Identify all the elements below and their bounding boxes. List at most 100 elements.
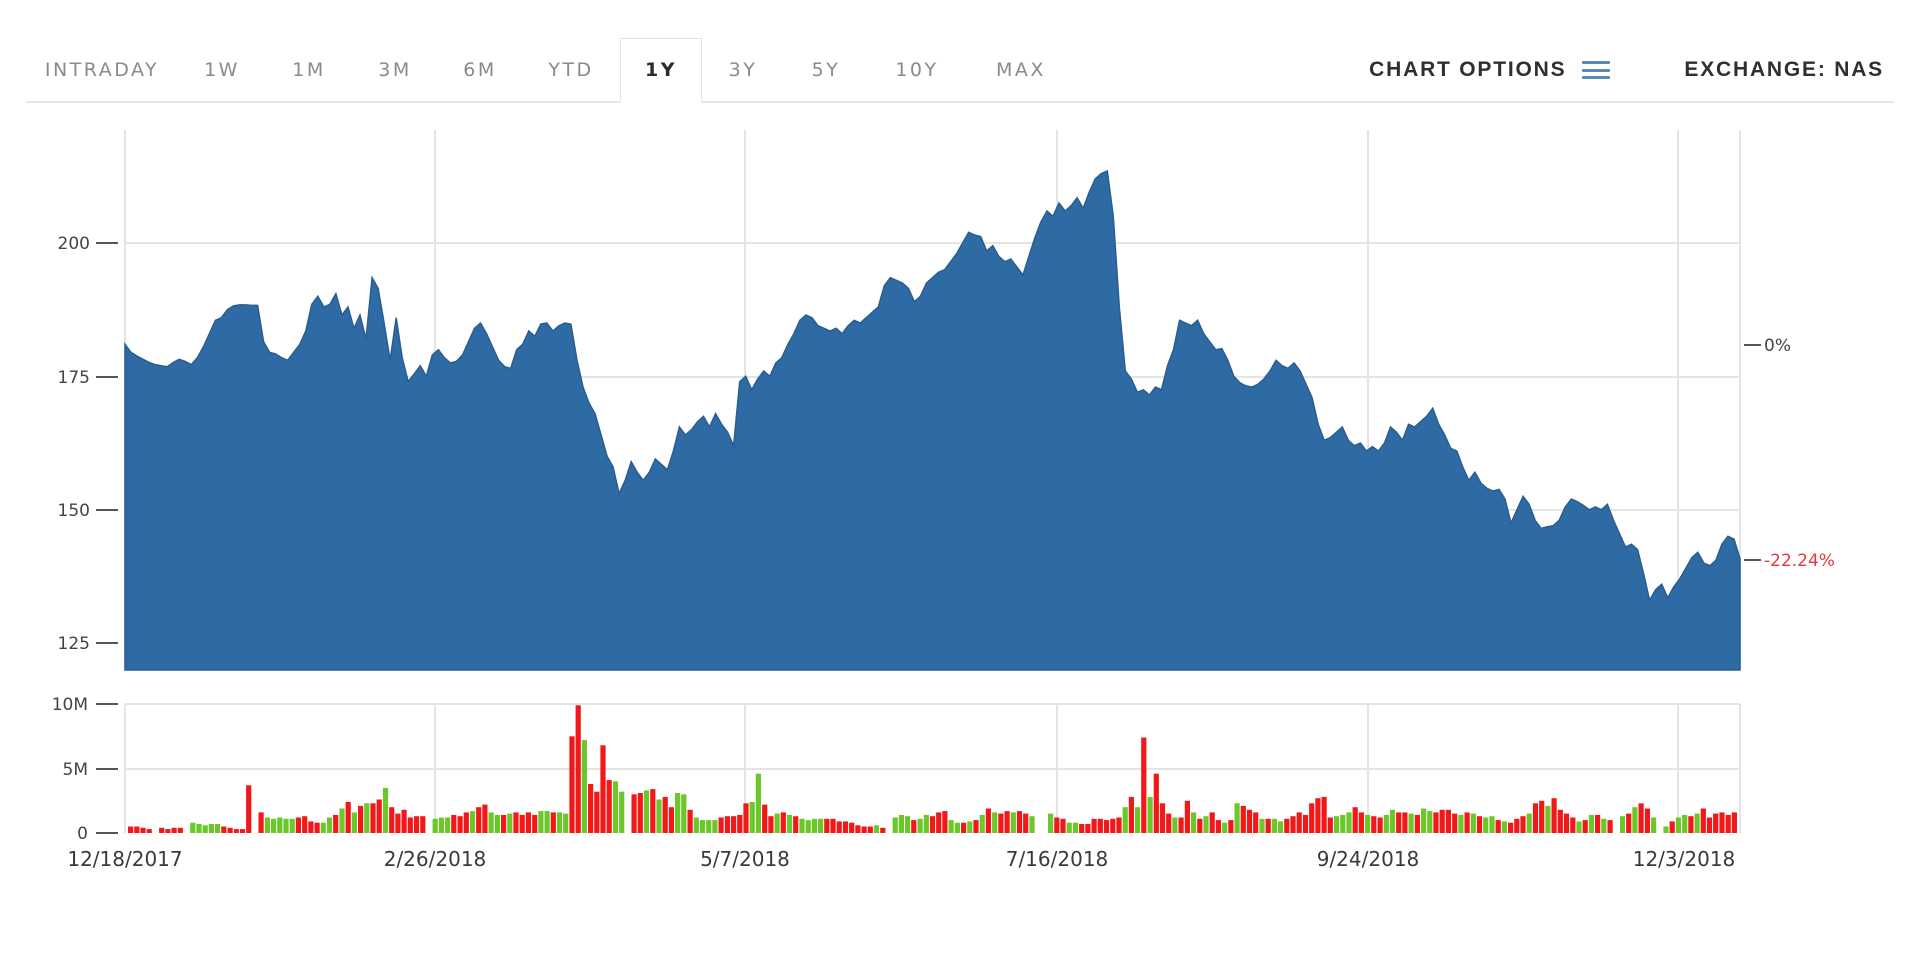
volume-bar bbox=[1669, 821, 1675, 833]
volume-bar bbox=[861, 826, 867, 833]
volume-bar bbox=[239, 829, 246, 833]
tab-6m[interactable]: 6M bbox=[463, 59, 497, 81]
range-toolbar: INTRADAY 1W 1M 3M 6M YTD 1Y 3Y 5Y 10Y MA… bbox=[26, 38, 1894, 103]
volume-bar bbox=[1371, 816, 1377, 833]
volume-bar bbox=[743, 803, 749, 833]
volume-bar bbox=[1159, 803, 1166, 833]
volume-bar bbox=[979, 814, 985, 833]
tab-3y[interactable]: 3Y bbox=[728, 59, 758, 81]
volume-bar bbox=[1725, 814, 1731, 833]
volume-bar bbox=[1365, 814, 1371, 833]
volume-bar bbox=[140, 827, 146, 833]
volume-bar bbox=[1557, 809, 1563, 833]
volume-bar bbox=[699, 820, 706, 833]
volume-bar bbox=[1135, 807, 1141, 833]
volume-bar bbox=[799, 818, 805, 833]
volume-bar bbox=[358, 805, 364, 833]
volume-bar bbox=[413, 816, 420, 833]
volume-bar bbox=[382, 787, 389, 833]
tab-1m[interactable]: 1M bbox=[292, 59, 326, 81]
volume-bar bbox=[1072, 822, 1079, 833]
tab-5y[interactable]: 5Y bbox=[811, 59, 841, 81]
chart-options-button[interactable]: CHART OPTIONS bbox=[1369, 58, 1611, 82]
volume-bar bbox=[550, 812, 556, 833]
volume-bar bbox=[513, 812, 519, 833]
volume-bar bbox=[1153, 773, 1159, 833]
volume-bar bbox=[650, 789, 656, 833]
volume-bar bbox=[985, 808, 991, 833]
volume-y-axis: 10M 5M 0 bbox=[52, 695, 118, 844]
price-area[interactable] bbox=[124, 169, 1741, 671]
volume-bar bbox=[1209, 812, 1215, 833]
volume-bar bbox=[190, 822, 196, 833]
tab-10y[interactable]: 10Y bbox=[895, 59, 939, 81]
volume-bar bbox=[1638, 803, 1644, 833]
price-y-axis: 200 175 150 125 bbox=[58, 234, 118, 654]
volume-bar bbox=[998, 813, 1004, 833]
volume-bar bbox=[438, 817, 444, 833]
y-tick-200: 200 bbox=[58, 234, 90, 254]
volume-bar bbox=[407, 817, 413, 833]
volume-bar bbox=[1427, 811, 1433, 833]
volume-bar bbox=[494, 814, 500, 833]
tab-1y[interactable]: 1Y bbox=[620, 38, 702, 103]
volume-bar bbox=[420, 816, 426, 833]
volume-bar bbox=[681, 794, 687, 833]
tab-max[interactable]: MAX bbox=[996, 59, 1046, 81]
y-tick-10m: 10M bbox=[52, 695, 88, 715]
tab-3m[interactable]: 3M bbox=[378, 59, 412, 81]
volume-bar bbox=[1333, 816, 1340, 833]
volume-bar bbox=[1675, 817, 1681, 833]
volume-bar bbox=[755, 773, 761, 833]
volume-bar bbox=[544, 811, 550, 833]
volume-bar bbox=[1327, 817, 1333, 833]
volume-bar bbox=[643, 790, 650, 833]
volume-bar bbox=[954, 822, 960, 833]
volume-bar bbox=[1402, 812, 1408, 833]
volume-bar bbox=[1588, 814, 1594, 833]
volume-bar bbox=[165, 829, 171, 833]
volume-bar bbox=[159, 827, 165, 833]
volume-bar bbox=[619, 791, 625, 833]
volume-bar bbox=[1203, 816, 1209, 833]
volume-bar bbox=[724, 816, 730, 833]
tab-ytd[interactable]: YTD bbox=[548, 59, 594, 81]
volume-bar bbox=[1476, 816, 1483, 833]
volume-bar bbox=[128, 826, 134, 833]
volume-bar bbox=[600, 745, 606, 833]
volume-bar bbox=[258, 812, 264, 833]
volume-bar bbox=[936, 812, 942, 833]
volume-bar bbox=[1197, 818, 1203, 833]
volume-bar bbox=[277, 817, 283, 833]
volume-bar bbox=[1023, 813, 1029, 833]
volume-bar bbox=[1358, 812, 1364, 833]
tab-1w[interactable]: 1W bbox=[204, 59, 240, 81]
volume-bar bbox=[333, 814, 339, 833]
range-tabs: INTRADAY 1W 1M 3M 6M YTD 1Y 3Y 5Y 10Y MA… bbox=[26, 38, 1076, 103]
volume-bar bbox=[488, 812, 494, 833]
volume-bar bbox=[774, 813, 780, 833]
x-tick-9-24-2018: 9/24/2018 bbox=[1317, 847, 1420, 871]
volume-bar bbox=[1122, 807, 1128, 833]
tab-intraday[interactable]: INTRADAY bbox=[44, 59, 160, 81]
volume-bar bbox=[289, 818, 295, 833]
volume-bar bbox=[134, 826, 140, 833]
volume-bar bbox=[656, 799, 662, 833]
volume-bar bbox=[1514, 818, 1520, 833]
volume-bar bbox=[849, 822, 855, 833]
volume-bar bbox=[1004, 811, 1010, 833]
volume-bar bbox=[283, 818, 289, 833]
volume-bar bbox=[1489, 816, 1495, 833]
volume-bar bbox=[1271, 818, 1277, 833]
volume-bar bbox=[339, 808, 345, 833]
volume-bar bbox=[196, 824, 202, 833]
volume-bar bbox=[1340, 814, 1346, 833]
volume-bar bbox=[824, 818, 830, 833]
volume-bar bbox=[973, 820, 979, 833]
volume-bar bbox=[451, 814, 457, 833]
volume-bars[interactable] bbox=[128, 705, 1737, 834]
volume-bar bbox=[855, 825, 861, 833]
y-tick-0: 0 bbox=[77, 824, 88, 844]
volume-bar bbox=[1576, 821, 1582, 833]
